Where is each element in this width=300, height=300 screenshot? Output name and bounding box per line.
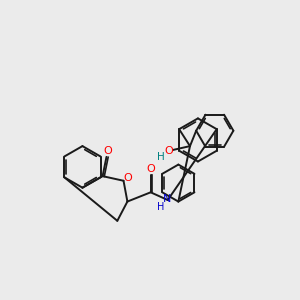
- Text: O: O: [146, 164, 155, 174]
- Text: O: O: [103, 146, 112, 156]
- Text: O: O: [164, 146, 173, 156]
- Text: H: H: [158, 152, 165, 162]
- Text: O: O: [124, 173, 133, 183]
- Text: H: H: [157, 202, 164, 212]
- Text: N: N: [163, 194, 171, 204]
